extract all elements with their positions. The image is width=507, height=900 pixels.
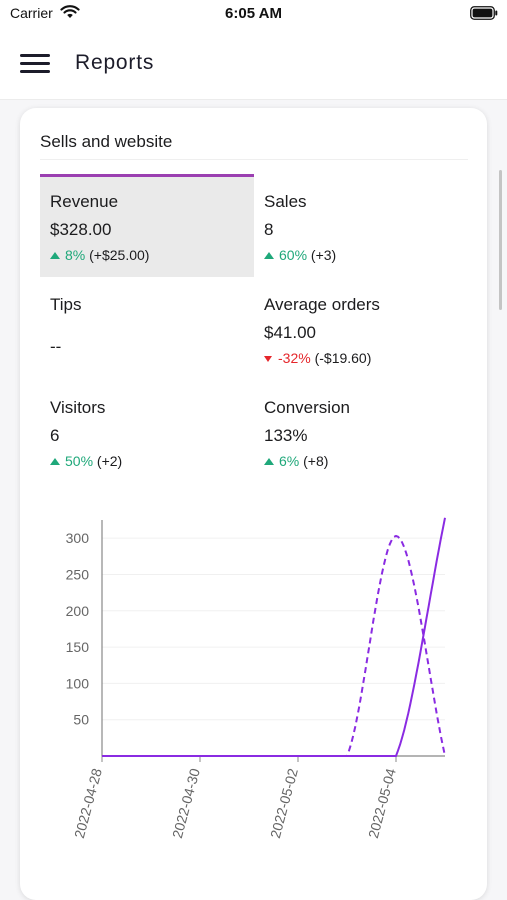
metric-delta: 6% (+8) — [264, 453, 468, 469]
metric-value: 133% — [264, 426, 308, 445]
metric-label: Average orders — [264, 295, 380, 314]
delta-amount: (+$25.00) — [89, 247, 150, 263]
delta-percent: -32% — [278, 350, 311, 366]
metric-value: $41.00 — [264, 323, 316, 342]
y-tick-label: 50 — [73, 712, 89, 728]
metric-label: Tips — [50, 295, 82, 314]
metric-value: 6 — [50, 426, 60, 445]
delta-amount: (-$19.60) — [314, 350, 372, 366]
trend-up-icon — [50, 458, 60, 465]
x-tick-label: 2022-04-28 — [71, 766, 105, 840]
y-tick-label: 200 — [66, 603, 90, 619]
scrollbar[interactable] — [499, 170, 502, 310]
metric-visitors[interactable]: Visitors 6 50% (+2) — [40, 380, 254, 483]
delta-percent: 6% — [279, 453, 300, 469]
carrier-label: Carrier — [10, 5, 53, 21]
metric-label: Conversion — [264, 398, 350, 417]
trend-up-icon — [50, 252, 60, 259]
metric-delta: 8% (+$25.00) — [50, 247, 254, 263]
metric-revenue[interactable]: Revenue $328.00 8% (+$25.00) — [40, 174, 254, 277]
app-header: Reports — [0, 30, 507, 100]
revenue-line-chart: 50 100 150 200 250 300 2022-04-28 2022-04-30 20… — [66, 517, 446, 840]
current-period-line — [102, 517, 446, 757]
metric-delta: 50% (+2) — [50, 453, 254, 469]
x-tick-label: 2022-05-04 — [365, 766, 399, 840]
battery-icon — [470, 6, 498, 20]
metric-tips[interactable]: Tips -- — [40, 277, 254, 380]
hamburger-menu-icon — [20, 70, 50, 73]
y-tick-label: 150 — [66, 639, 90, 655]
metric-label: Visitors — [50, 398, 106, 417]
x-tick-label: 2022-04-30 — [169, 766, 203, 840]
status-bar: Carrier 6:05 AM — [0, 0, 507, 30]
delta-percent: 8% — [65, 247, 86, 263]
previous-period-line — [102, 534, 446, 757]
wifi-icon — [60, 5, 80, 18]
delta-percent: 60% — [279, 247, 308, 263]
page-title: Reports — [75, 51, 155, 74]
metric-value: $328.00 — [50, 220, 112, 239]
metric-conversion[interactable]: Conversion 133% 6% (+8) — [254, 380, 468, 483]
trend-up-icon — [264, 458, 274, 465]
report-card: Sells and website Revenue $328.00 8% (+$… — [20, 108, 487, 900]
metric-average-orders[interactable]: Average orders $41.00 -32% (-$19.60) — [254, 277, 468, 380]
delta-amount: (+2) — [96, 453, 123, 469]
delta-amount: (+8) — [303, 453, 329, 469]
metric-value: 8 — [264, 220, 274, 239]
card-title: Sells and website — [40, 132, 173, 151]
menu-button[interactable] — [16, 48, 54, 80]
hamburger-menu-icon — [20, 54, 50, 57]
metric-sales[interactable]: Sales 8 60% (+3) — [254, 174, 468, 277]
metric-delta: -32% (-$19.60) — [264, 350, 468, 366]
x-tick-label: 2022-05-02 — [267, 766, 301, 840]
clock: 6:05 AM — [225, 5, 282, 22]
y-tick-label: 300 — [66, 530, 90, 546]
metric-delta: 60% (+3) — [264, 247, 468, 263]
trend-up-icon — [264, 252, 274, 259]
delta-amount: (+3) — [310, 247, 337, 263]
metric-label: Revenue — [50, 192, 119, 211]
hamburger-menu-icon — [20, 62, 50, 65]
card-divider — [40, 159, 468, 160]
y-tick-label: 100 — [66, 675, 90, 691]
trend-down-icon — [264, 356, 272, 362]
delta-percent: 50% — [65, 453, 94, 469]
metric-value: -- — [50, 337, 62, 356]
metric-label: Sales — [264, 192, 307, 211]
y-tick-label: 250 — [66, 566, 90, 582]
